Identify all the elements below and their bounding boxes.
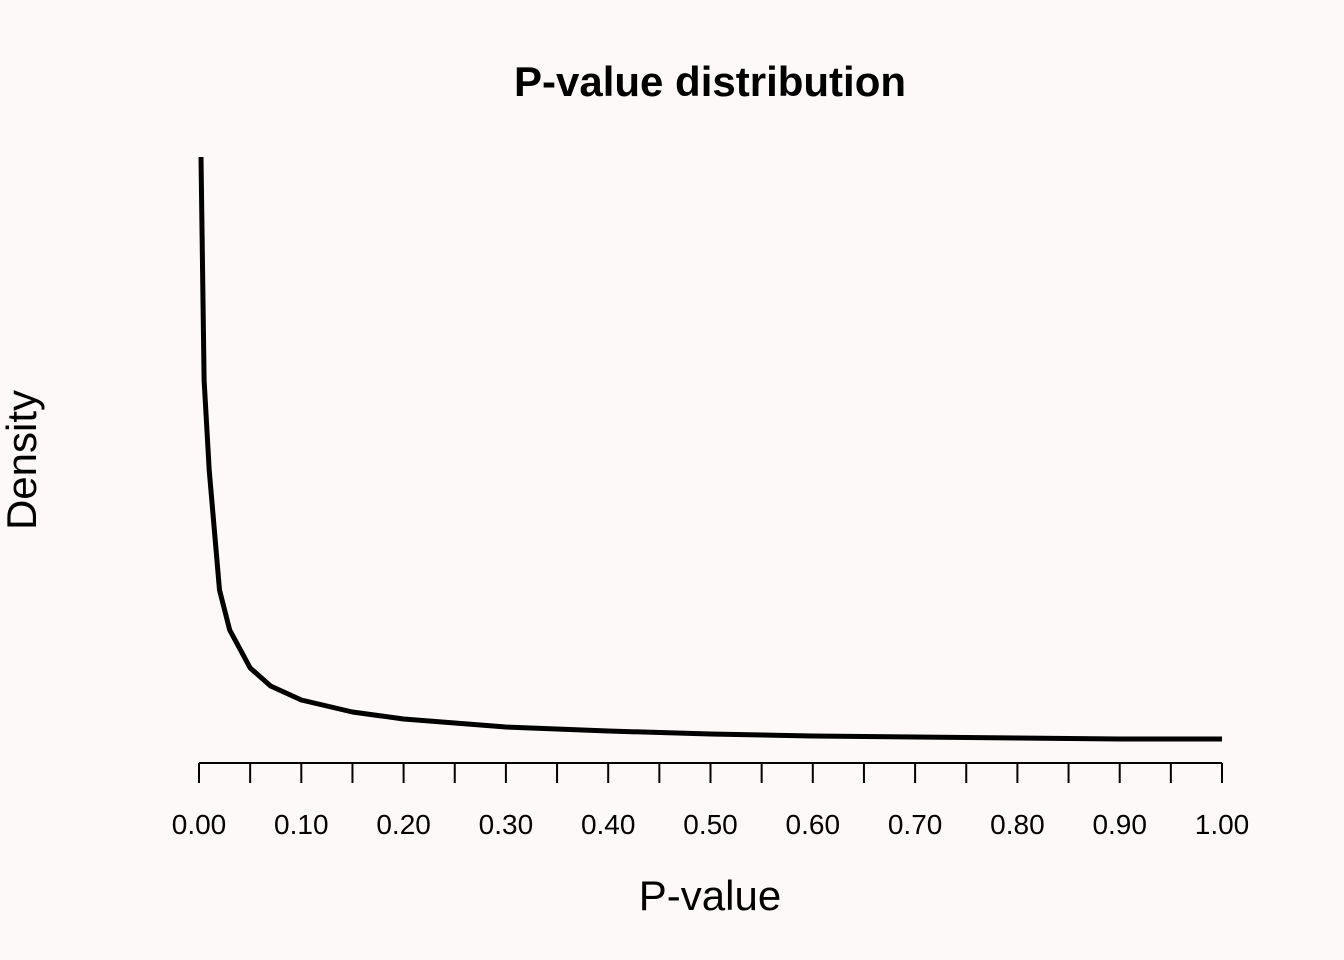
x-tick-label: 0.10 [274, 809, 329, 840]
x-tick-label: 0.90 [1092, 809, 1147, 840]
x-tick-label: 0.20 [376, 809, 431, 840]
density-curve [198, 156, 1222, 742]
y-axis-label: Density [0, 390, 45, 530]
x-tick-label: 0.00 [172, 809, 227, 840]
plot-area [198, 156, 1222, 742]
x-axis-label: P-value [639, 872, 781, 919]
x-tick-label: 0.70 [888, 809, 943, 840]
x-tick-label: 0.50 [683, 809, 738, 840]
x-tick-label: 0.60 [786, 809, 841, 840]
chart-title: P-value distribution [514, 58, 906, 105]
x-tick-label: 0.40 [581, 809, 636, 840]
x-tick-label: 0.30 [479, 809, 534, 840]
x-axis: 0.00 0.10 0.20 0.30 0.40 0.50 0.60 0.70 0.80 0.90… [172, 762, 1250, 840]
x-tick-label: 1.00 [1195, 809, 1250, 840]
x-tick-label: 0.80 [990, 809, 1045, 840]
